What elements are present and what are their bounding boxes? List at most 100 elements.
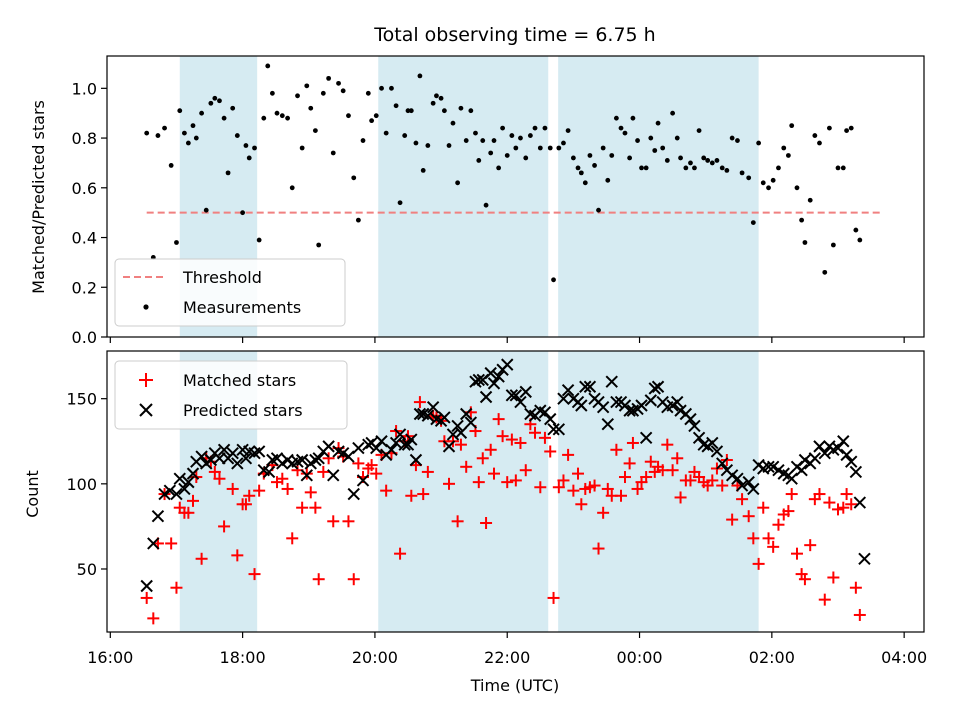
measurement-point — [468, 108, 474, 114]
measurement-point — [822, 269, 828, 275]
measurement-point — [217, 98, 222, 104]
measurement-point — [781, 145, 787, 151]
matched-star-point — [747, 532, 760, 545]
measurement-point — [674, 135, 680, 141]
measurements-series — [144, 63, 863, 283]
predicted-star-point — [385, 443, 398, 456]
matched-star-point — [631, 482, 644, 495]
predicted-star-point — [295, 453, 309, 467]
predicted-star-point — [252, 445, 266, 458]
legend-matched-swatch — [139, 373, 153, 387]
x-tick-label: 00:00 — [616, 648, 662, 667]
measurement-point — [705, 158, 711, 163]
predicted-star-point — [492, 370, 505, 383]
matched-star-point — [480, 517, 493, 530]
measurement-point — [523, 155, 529, 161]
predicted-star-point — [239, 452, 253, 465]
measurement-point — [279, 113, 285, 119]
x-tick-label: 20:00 — [352, 648, 398, 667]
legend-matched-label: Matched stars — [183, 371, 296, 390]
measurement-point — [561, 140, 566, 146]
measurement-point — [458, 105, 464, 111]
predicted-star-point — [837, 435, 850, 448]
measurement-point — [446, 143, 452, 148]
measurement-point — [719, 165, 725, 171]
matched-star-point — [304, 486, 317, 499]
matched-star-point — [562, 448, 575, 461]
matched-star-point — [443, 477, 456, 490]
matched-star-point — [231, 549, 244, 562]
matched-star-point — [514, 436, 527, 449]
predicted-star-point — [742, 475, 755, 489]
measurement-point — [336, 80, 341, 86]
measurement-point — [785, 153, 791, 158]
measurement-point — [670, 110, 676, 116]
predicted-star-point — [610, 395, 623, 409]
matched-star-point — [757, 501, 770, 514]
matched-star-point — [736, 493, 749, 506]
measurement-point — [513, 145, 519, 151]
measurement-point — [605, 177, 611, 183]
predicted-star-point — [472, 373, 485, 387]
predicted-star-point — [747, 482, 760, 496]
predicted-star-point — [813, 440, 826, 453]
matched-star-point — [837, 501, 850, 514]
top-axes-frame — [106, 55, 925, 338]
measurement-point — [182, 130, 187, 136]
predicted-star-point — [831, 441, 845, 455]
measurement-point — [496, 165, 502, 171]
measurement-point — [144, 130, 150, 136]
predicted-star-point — [519, 385, 532, 399]
measurement-point — [483, 202, 489, 208]
measurement-point — [551, 277, 556, 283]
matched-star-point — [684, 474, 697, 487]
measurement-point — [393, 103, 399, 109]
predicted-star-point — [178, 482, 191, 496]
matched-star-point — [187, 494, 199, 507]
measurement-point — [408, 108, 414, 114]
predicted-star-point — [322, 440, 335, 453]
measurement-point — [274, 110, 280, 116]
predicted-stars-series — [140, 358, 871, 593]
measurement-point — [413, 140, 419, 146]
matched-star-point — [534, 481, 547, 494]
matched-star-point — [529, 426, 542, 439]
predicted-star-point — [710, 445, 724, 458]
measurement-point — [240, 210, 246, 216]
predicted-star-point — [487, 377, 501, 390]
matched-star-point — [170, 581, 183, 594]
measurement-point — [441, 108, 447, 114]
x-tick-label: 02:00 — [749, 648, 795, 667]
matched-star-point — [818, 593, 831, 606]
matched-star-point — [276, 472, 289, 485]
matched-star-point — [544, 445, 557, 458]
predicted-star-point — [583, 380, 597, 393]
measurement-point — [299, 145, 305, 151]
measurement-point — [812, 133, 818, 138]
measurement-point — [455, 180, 461, 186]
matched-star-point — [785, 488, 798, 501]
measurement-point — [289, 185, 295, 191]
top-y-tick-label: 0.6 — [72, 179, 97, 198]
measurement-point — [596, 207, 601, 213]
measurement-point — [351, 175, 357, 181]
matched-star-point — [488, 467, 500, 480]
predicted-star-point — [438, 411, 451, 424]
measurement-point — [190, 123, 196, 129]
matched-star-point — [342, 515, 355, 528]
predicted-star-point — [514, 395, 527, 409]
measurement-point — [688, 160, 693, 166]
matched-star-point — [519, 464, 532, 477]
predicted-star-point — [684, 412, 697, 426]
predicted-star-point — [639, 431, 653, 445]
predicted-star-point — [451, 419, 464, 433]
matched-star-point — [552, 481, 565, 494]
matched-star-point — [790, 547, 803, 560]
matched-star-point — [322, 452, 335, 465]
measurement-point — [518, 135, 523, 141]
measurement-point — [326, 75, 332, 81]
measurement-point — [450, 120, 456, 126]
measurement-point — [556, 145, 562, 151]
bottom-axes-frame — [106, 350, 925, 633]
